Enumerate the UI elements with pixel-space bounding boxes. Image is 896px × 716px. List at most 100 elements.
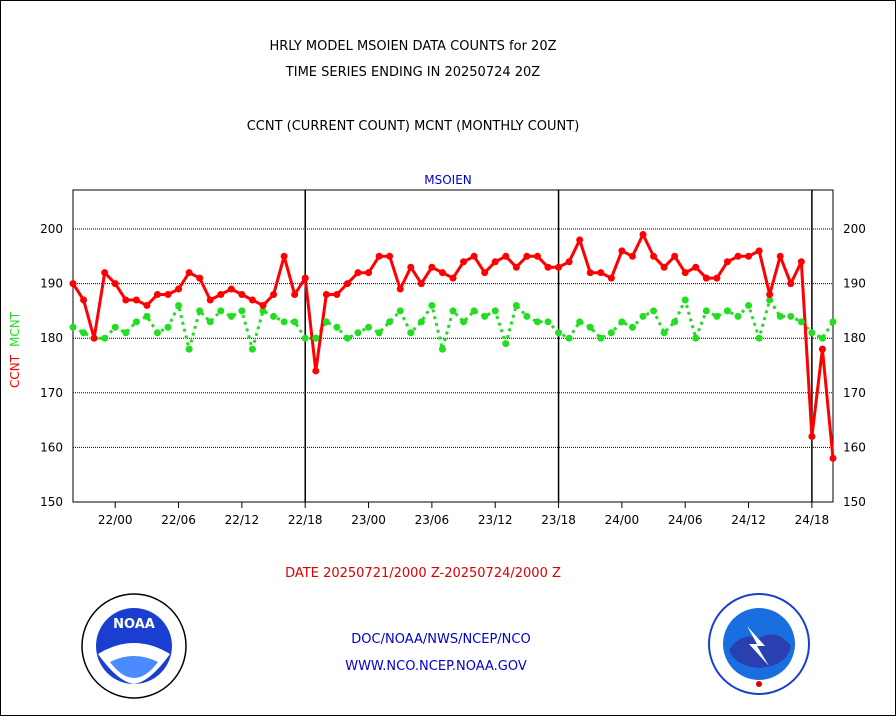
y-tick-label-right: 150: [843, 495, 866, 509]
x-tick-label: 24/06: [668, 513, 703, 527]
data-point-mcnt: [745, 301, 753, 309]
data-point-mcnt: [755, 334, 763, 342]
data-point-ccnt: [217, 291, 225, 299]
svg-text:CCNTMCNT: CCNT MCNT: [8, 311, 22, 388]
data-point-ccnt: [386, 252, 394, 260]
chart-title-line2: TIME SERIES ENDING IN 20250724 20Z: [285, 65, 541, 80]
data-point-mcnt: [818, 334, 826, 342]
footer-url[interactable]: WWW.NCO.NCEP.NOAA.GOV: [345, 659, 527, 674]
data-point-ccnt: [491, 258, 499, 266]
data-point-ccnt: [185, 269, 193, 277]
y-label-mcnt: MCNT: [8, 311, 22, 347]
data-point-mcnt: [607, 329, 615, 337]
data-point-ccnt: [175, 285, 183, 293]
data-point-ccnt: [818, 345, 826, 353]
data-point-mcnt: [597, 334, 605, 342]
data-point-ccnt: [481, 269, 489, 277]
series-points: [69, 230, 837, 462]
data-point-ccnt: [681, 269, 689, 277]
data-point-ccnt: [301, 274, 309, 282]
plot-area-border: [72, 189, 834, 503]
data-point-mcnt: [206, 318, 214, 326]
data-point-ccnt: [270, 291, 278, 299]
data-point-mcnt: [829, 318, 837, 326]
data-point-ccnt: [639, 230, 647, 238]
data-point-mcnt: [280, 318, 288, 326]
data-point-ccnt: [650, 252, 658, 260]
data-point-mcnt: [333, 323, 341, 331]
data-point-ccnt: [80, 296, 88, 304]
data-point-mcnt: [734, 312, 742, 320]
x-tick-label: 23/18: [541, 513, 576, 527]
footer-doc: DOC/NOAA/NWS/NCEP/NCO: [351, 632, 531, 647]
y-tick-label-left: 180: [40, 331, 63, 345]
data-point-mcnt: [428, 301, 436, 309]
data-point-ccnt: [132, 296, 140, 304]
data-point-mcnt: [460, 318, 468, 326]
data-point-ccnt: [280, 252, 288, 260]
data-point-ccnt: [449, 274, 457, 282]
data-point-mcnt: [291, 318, 299, 326]
data-point-ccnt: [576, 236, 584, 244]
data-point-ccnt: [829, 454, 837, 462]
data-point-ccnt: [153, 291, 161, 299]
y-ticks-right: 150 160 170 180 190 200: [843, 222, 866, 509]
data-point-ccnt: [438, 269, 446, 277]
data-point-mcnt: [671, 318, 679, 326]
data-point-ccnt: [164, 291, 172, 299]
x-tick-label: 23/00: [351, 513, 386, 527]
data-point-mcnt: [80, 329, 88, 337]
data-point-mcnt: [533, 318, 541, 326]
data-point-mcnt: [386, 318, 394, 326]
data-point-mcnt: [470, 307, 478, 315]
y-tick-label-right: 200: [843, 222, 866, 236]
data-point-mcnt: [365, 323, 373, 331]
data-point-ccnt: [702, 274, 710, 282]
data-point-mcnt: [512, 301, 520, 309]
data-point-ccnt: [248, 296, 256, 304]
y-tick-label-left: 190: [40, 277, 63, 291]
data-point-mcnt: [502, 340, 510, 348]
data-point-ccnt: [375, 252, 383, 260]
data-point-mcnt: [660, 329, 668, 337]
data-point-mcnt: [681, 296, 689, 304]
chart-subtitle: CCNT (CURRENT COUNT) MCNT (MONTHLY COUNT…: [246, 119, 580, 134]
x-tick-label: 24/00: [605, 513, 640, 527]
data-point-ccnt: [122, 296, 130, 304]
data-point-ccnt: [766, 291, 774, 299]
data-point-ccnt: [291, 291, 299, 299]
x-tick-label: 22/00: [98, 513, 133, 527]
data-point-mcnt: [808, 329, 816, 337]
data-point-mcnt: [639, 312, 647, 320]
data-point-mcnt: [143, 312, 151, 320]
data-point-ccnt: [460, 258, 468, 266]
data-point-ccnt: [470, 252, 478, 260]
data-point-mcnt: [702, 307, 710, 315]
data-point-mcnt: [132, 318, 140, 326]
data-point-ccnt: [143, 301, 151, 309]
data-point-ccnt: [544, 263, 552, 271]
data-point-ccnt: [597, 269, 605, 277]
data-point-mcnt: [101, 334, 109, 342]
data-point-mcnt: [354, 329, 362, 337]
data-point-ccnt: [333, 291, 341, 299]
data-point-mcnt: [153, 329, 161, 337]
data-point-mcnt: [111, 323, 119, 331]
data-point-ccnt: [671, 252, 679, 260]
data-point-ccnt: [555, 263, 563, 271]
data-point-ccnt: [396, 285, 404, 293]
data-point-ccnt: [502, 252, 510, 260]
data-point-mcnt: [69, 323, 77, 331]
data-point-ccnt: [69, 280, 77, 288]
data-point-ccnt: [259, 301, 267, 309]
data-point-ccnt: [196, 274, 204, 282]
data-point-mcnt: [565, 334, 573, 342]
x-tick-label: 22/06: [161, 513, 196, 527]
nws-logo-icon: [708, 593, 810, 695]
data-point-ccnt: [628, 252, 636, 260]
y-tick-label-left: 160: [40, 440, 63, 454]
data-point-mcnt: [375, 329, 383, 337]
data-point-ccnt: [607, 274, 615, 282]
data-point-ccnt: [755, 247, 763, 255]
data-point-ccnt: [723, 258, 731, 266]
